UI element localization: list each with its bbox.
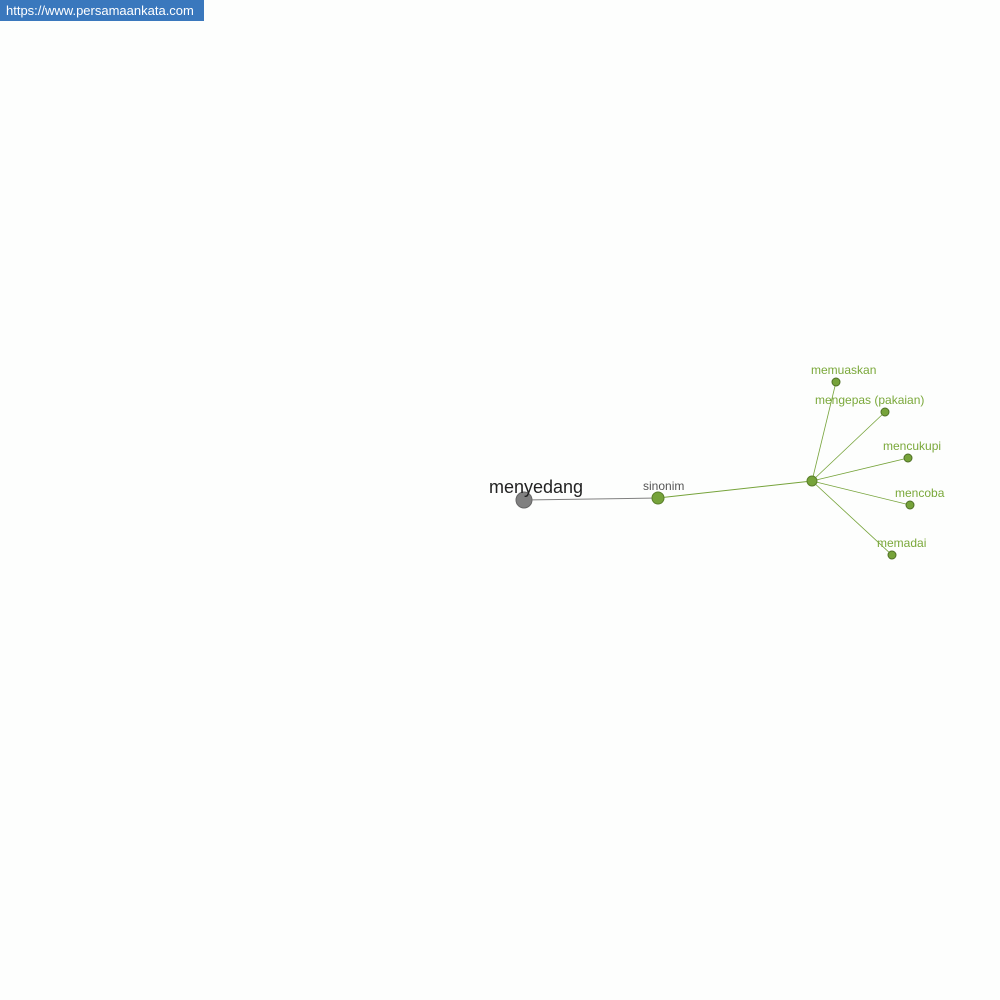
synonym-node[interactable] xyxy=(831,377,841,387)
synonym-node[interactable] xyxy=(887,550,897,560)
root-node[interactable] xyxy=(515,491,533,509)
relation-node[interactable] xyxy=(651,491,665,505)
edge-hub-synonym xyxy=(811,480,911,506)
edge-hub-synonym xyxy=(811,480,893,556)
site-url-banner[interactable]: https://www.persamaankata.com xyxy=(0,0,204,21)
synonym-label[interactable]: mencukupi xyxy=(883,439,941,453)
edge-relation-hub xyxy=(657,480,813,499)
root-label: menyedang xyxy=(489,477,583,497)
synonym-label[interactable]: mengepas (pakaian) xyxy=(815,393,924,407)
hub-node[interactable] xyxy=(806,475,818,487)
synonym-label[interactable]: mencoba xyxy=(895,486,945,500)
synonym-node[interactable] xyxy=(903,453,913,463)
synonym-label[interactable]: memadai xyxy=(877,536,926,550)
edge-hub-synonym xyxy=(811,381,837,482)
edge-hub-synonym xyxy=(811,457,909,482)
edge-root-relation xyxy=(523,497,659,501)
edge-hub-synonym xyxy=(811,411,886,482)
relation-label: sinonim xyxy=(643,479,684,493)
synonym-node[interactable] xyxy=(880,407,890,417)
synonym-label[interactable]: memuaskan xyxy=(811,363,876,377)
synonym-node[interactable] xyxy=(905,500,915,510)
